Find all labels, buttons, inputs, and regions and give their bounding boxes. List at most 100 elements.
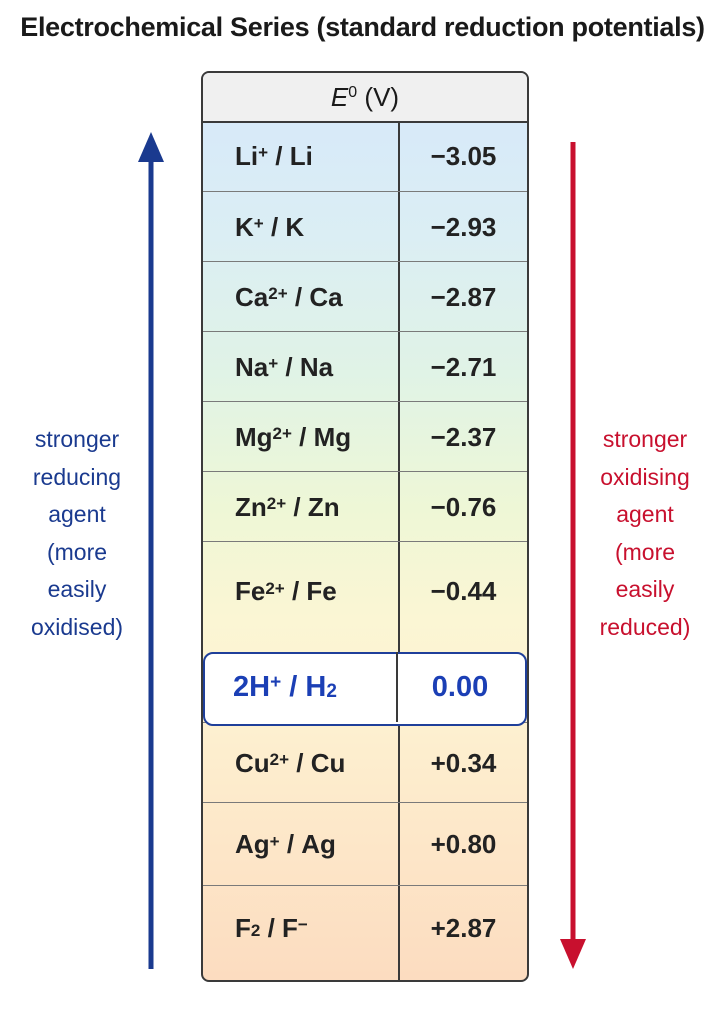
potential-value: −2.71 [430, 351, 497, 382]
left-label-line: reducing [32, 463, 122, 490]
oxidised-species: K [235, 211, 254, 242]
oxidised-species: Na [235, 351, 269, 382]
ion-charge: 2+ [272, 424, 292, 443]
column-divider [398, 121, 400, 980]
ion-charge: 2+ [265, 578, 285, 598]
right-side-label: stronger oxidising agent (more easily re… [578, 421, 712, 646]
couple-label: Zn 2+ / Zn [235, 472, 340, 542]
couple-separator: / [278, 351, 300, 382]
oxidised-species: 2H [233, 670, 271, 703]
oxidised-species: F [235, 912, 251, 943]
potential-value: −2.87 [430, 281, 497, 312]
header-symbol: E [330, 81, 349, 112]
right-label-line: oxidising [600, 463, 690, 490]
left-side-label: stronger reducing agent (more easily oxi… [12, 421, 142, 646]
oxidised-species: Mg [235, 421, 273, 452]
couple-separator: / [284, 576, 307, 606]
right-label-line: easily [615, 576, 675, 602]
reduced-species: Fe [306, 576, 337, 606]
table-row: Ca 2+ / Ca −2.87 [203, 261, 527, 332]
highlight-box [203, 652, 527, 726]
ion-charge: + [269, 831, 280, 851]
couple-separator: / [279, 829, 302, 859]
ion-charge: 2+ [268, 284, 288, 303]
reduced-species: Ca [309, 281, 343, 312]
column-divider [396, 652, 398, 722]
couple-label: Mg 2+ / Mg [235, 402, 351, 472]
table-row: Li + / Li −3.05 [203, 121, 527, 191]
reduced-species: Cu [310, 747, 346, 778]
table-row: Fe 2+ / Fe −0.44 [203, 541, 527, 641]
element-charge: − [297, 915, 308, 934]
right-arrow-down [560, 142, 586, 969]
couple-label: Cu 2+ / Cu [235, 723, 345, 803]
reduced-species: F [282, 912, 298, 943]
couple-label: K + / K [235, 192, 304, 262]
right-label-line: stronger [602, 426, 688, 452]
couple-separator: / [289, 747, 311, 778]
oxidised-species: Zn [235, 491, 267, 522]
couple-label: Na + / Na [235, 332, 333, 402]
potential-value: −0.44 [430, 576, 497, 606]
potential-value: 0.00 [431, 670, 489, 703]
potential-value: −3.05 [430, 140, 497, 171]
oxidised-species: Cu [235, 747, 270, 778]
left-arrow-up [138, 132, 164, 969]
oxidised-species: Fe [235, 576, 266, 606]
left-label-line: oxidised) [30, 613, 124, 640]
couple-separator: / [260, 912, 283, 943]
reduced-species: Na [299, 351, 334, 382]
oxidised-species: Ag [235, 829, 270, 859]
header-unit: (V) [364, 81, 400, 112]
couple-separator: / [263, 211, 286, 242]
table-row: Na + / Na −2.71 [203, 331, 527, 402]
right-label-line: reduced) [599, 613, 691, 640]
right-label-line: agent [616, 501, 674, 527]
ion-charge: + [268, 354, 279, 373]
ion-charge: 2+ [269, 750, 290, 769]
potential-value: +0.34 [430, 747, 497, 778]
header-superscript: 0 [348, 84, 358, 101]
potential-value: −2.37 [430, 421, 497, 452]
table-row: Mg 2+ / Mg −2.37 [203, 401, 527, 472]
couple-label: Ca 2+ / Ca [235, 262, 343, 332]
oxidised-species: Ca [235, 281, 269, 312]
reduced-species: Li [289, 140, 313, 171]
table-row: Zn 2+ / Zn −0.76 [203, 471, 527, 542]
couple-separator: / [286, 491, 308, 522]
couple-label: Ag + / Ag [235, 803, 336, 886]
reduced-species: H [305, 670, 327, 703]
potential-value: +0.80 [430, 829, 497, 859]
table-row: Cu 2+ / Cu +0.34 [203, 722, 527, 803]
couple-label: Fe 2+ / Fe [235, 542, 337, 641]
reduced-species: K [285, 211, 305, 242]
ion-charge: + [253, 214, 264, 233]
reduced-species: Zn [307, 491, 340, 522]
couple-separator: / [287, 281, 310, 312]
potential-value: −0.76 [430, 491, 497, 522]
element-subscript: 2 [326, 681, 337, 702]
left-label-line: easily [47, 576, 107, 602]
potential-value: −2.93 [430, 211, 497, 242]
ion-charge: 2+ [266, 494, 287, 513]
couple-separator: / [291, 421, 314, 452]
left-label-line: agent [48, 501, 106, 527]
left-label-line: (more [46, 538, 108, 565]
table-row: Ag + / Ag +0.80 [203, 802, 527, 886]
diagram-title: Electrochemical Series (standard reducti… [20, 12, 705, 42]
left-label-line: stronger [34, 426, 120, 452]
highlighted-row: 2H + / H 2 0.00 [203, 652, 523, 722]
couple-separator: / [281, 670, 306, 703]
table-row: K + / K −2.93 [203, 191, 527, 262]
ion-charge: + [270, 672, 282, 693]
oxidised-species: Li [235, 140, 259, 171]
ion-subscript: 2 [250, 921, 261, 940]
reduced-species: Mg [313, 421, 352, 452]
reduced-species: Ag [301, 829, 336, 859]
potential-value: +2.87 [430, 912, 497, 943]
